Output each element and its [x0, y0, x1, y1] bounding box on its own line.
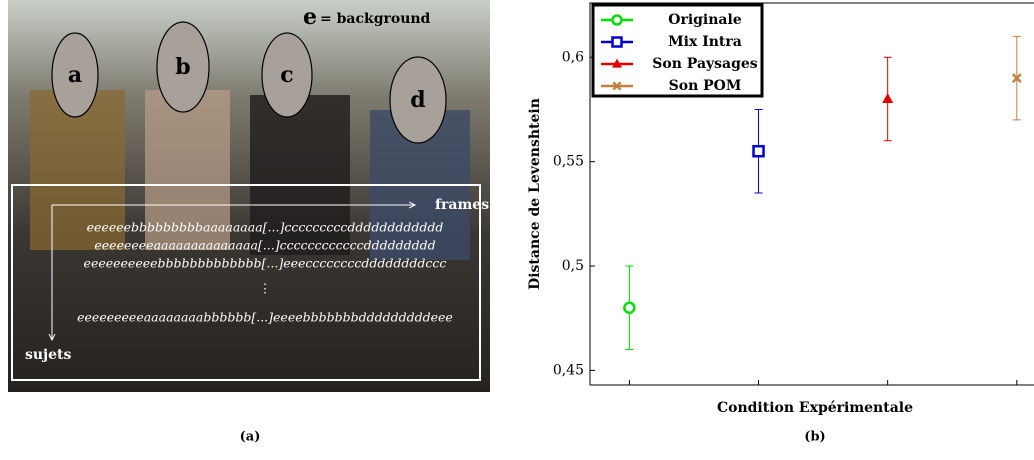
y-tick-label: 0,5 — [562, 258, 584, 274]
legend-label: Mix Intra — [668, 34, 742, 50]
marker — [611, 36, 623, 48]
marker — [623, 301, 636, 315]
face-label: c — [280, 62, 293, 88]
sequence-box — [11, 184, 481, 381]
axes-frame — [589, 2, 1034, 386]
face-ellipse — [156, 21, 210, 113]
marker — [1011, 73, 1022, 84]
legend-letter: e — [303, 4, 317, 30]
marker — [752, 144, 765, 158]
person — [145, 90, 230, 250]
sequence: eeeeeeeeaaaaaaaaaaaaaa[...]ccccccccccccd… — [94, 238, 435, 253]
face-ellipse — [261, 32, 313, 118]
y-tick-label: 0,55 — [553, 154, 584, 170]
legend-label: Originale — [668, 12, 742, 28]
legend-label: Son Paysages — [652, 56, 758, 72]
subjects-label: sujets — [25, 347, 72, 363]
person — [250, 95, 350, 255]
face-ellipse — [51, 32, 99, 118]
x-axis-label: Condition Expérimentale — [717, 400, 913, 416]
legend-label: Son POM — [669, 78, 742, 94]
face-label: a — [68, 62, 82, 88]
y-tick-label: 0,6 — [562, 49, 584, 65]
photo-panel: a b c d e = background frames sujets eee… — [8, 0, 490, 445]
marker — [612, 58, 622, 68]
caption: (a) — [240, 430, 261, 445]
chart-panel: Condition Expérimentale Distance de Leve… — [527, 2, 1034, 445]
sequence: eeeeeebbbbbbbbbaaaaaaaa[...]cccccccccddd… — [87, 220, 444, 235]
y-tick-label: 0,45 — [553, 362, 584, 378]
legend-text: = background — [320, 11, 431, 27]
sequence: eeeeeeeeeaaaaaaaabbbbbb[...]eeeebbbbbbbd… — [77, 310, 453, 325]
y-axis-label: Distance de Levenshtein — [527, 98, 543, 290]
caption: (b) — [804, 430, 825, 445]
face-ellipse — [389, 56, 447, 144]
face-label: b — [175, 54, 190, 80]
sequence-ellipsis: ⋮ — [259, 281, 272, 296]
marker — [612, 81, 622, 91]
frames-label: frames — [435, 197, 489, 213]
face-label: d — [410, 87, 425, 113]
marker — [611, 14, 623, 26]
sequence: eeeeeeeeeebbbbbbbbbbbbb[...]eeeccccccccd… — [84, 256, 447, 271]
marker — [882, 93, 894, 104]
